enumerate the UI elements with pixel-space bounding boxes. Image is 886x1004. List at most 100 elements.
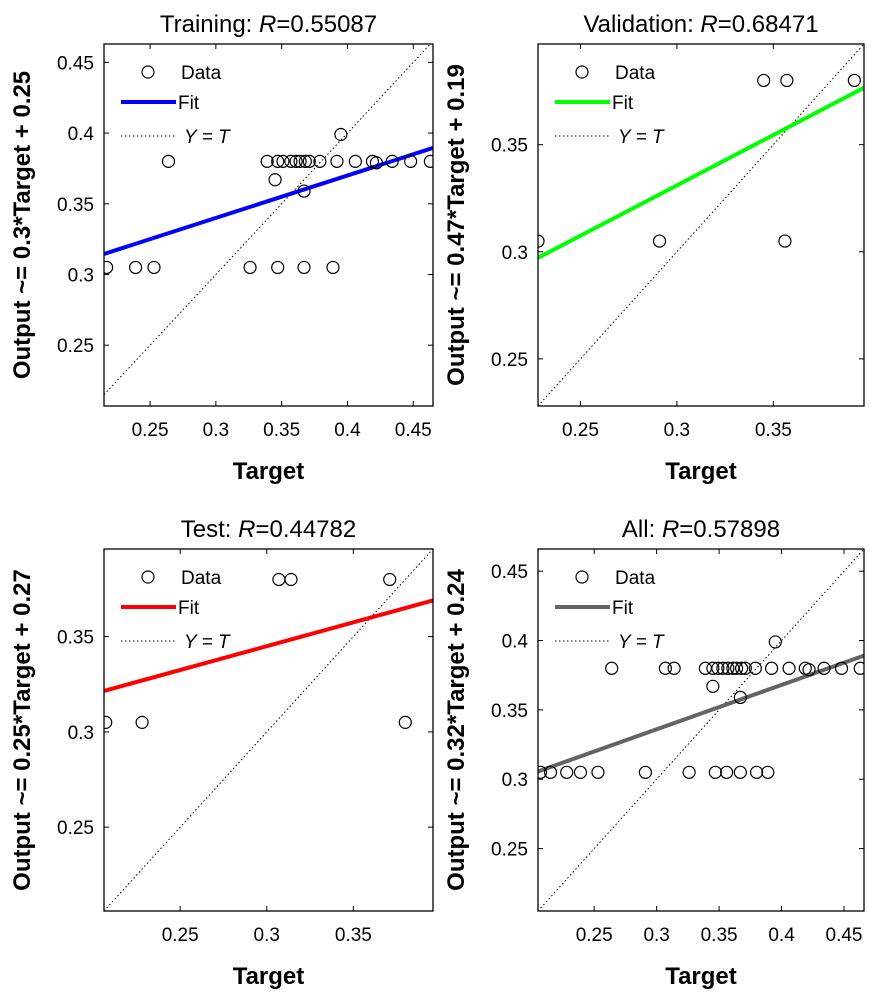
plot-area xyxy=(104,44,433,396)
data-point xyxy=(817,661,831,675)
y-tick-label: 0.45 xyxy=(491,562,528,583)
data-point xyxy=(573,765,588,779)
legend-fit-label: Fit xyxy=(612,598,634,619)
data-point xyxy=(298,154,312,168)
y-tick-label: 0.3 xyxy=(502,770,528,791)
legend-data-label: Data xyxy=(181,568,222,589)
legend-identity-label: Y = T xyxy=(184,632,231,653)
y-tick-label: 0.3 xyxy=(68,265,94,286)
x-tick-label: 0.35 xyxy=(755,420,792,441)
legend-data-marker xyxy=(141,570,155,584)
chart-panel-2: 0.25 0.3 0.35 0.25 0.3 0.35 Validation: R=0.68… xyxy=(443,11,865,485)
data-point xyxy=(733,690,747,705)
y-tick-label: 0.25 xyxy=(57,336,94,357)
legend-identity-label: Y = T xyxy=(618,127,665,148)
data-point xyxy=(272,572,286,587)
data-point xyxy=(782,661,796,675)
y-tick-label: 0.35 xyxy=(491,701,528,722)
data-point xyxy=(560,765,574,779)
x-tick-label: 0.3 xyxy=(664,420,690,441)
chart-panel-1: 0.25 0.3 0.35 0.4 0.45 0.25 0.3 0.35 0.4 0.45 Trai… xyxy=(9,11,434,485)
y-tick-label: 0.25 xyxy=(57,818,94,839)
identity-line xyxy=(538,44,864,406)
chart-title-prefix: Validation: xyxy=(583,11,700,38)
data-point xyxy=(738,661,752,675)
x-tick-label: 0.4 xyxy=(334,420,361,441)
data-point xyxy=(383,572,397,587)
data-point xyxy=(271,260,285,275)
legend-data-label: Data xyxy=(615,568,656,589)
data-point xyxy=(385,154,399,168)
data-point xyxy=(802,663,816,677)
data-point xyxy=(652,234,667,248)
data-point xyxy=(748,661,762,675)
y-tick-label: 0.25 xyxy=(491,840,528,861)
data-point xyxy=(276,154,290,168)
data-point xyxy=(706,679,720,693)
data-point xyxy=(161,154,176,168)
x-tick-label: 0.25 xyxy=(162,925,199,946)
data-point xyxy=(297,260,311,275)
x-tick-label: 0.4 xyxy=(768,925,795,946)
chart-title-value: =0.68471 xyxy=(718,11,819,38)
y-tick-label: 0.3 xyxy=(68,723,94,744)
data-point xyxy=(268,173,282,187)
chart-title: All: R=0.57898 xyxy=(622,516,780,543)
legend-data-marker xyxy=(141,65,155,79)
chart-title-r: R xyxy=(700,11,717,38)
data-point xyxy=(768,635,782,649)
fit-line xyxy=(104,146,433,256)
identity-line xyxy=(104,44,432,396)
data-point xyxy=(326,260,340,275)
data-point xyxy=(778,234,792,248)
x-tick-label: 0.3 xyxy=(643,925,669,946)
data-point xyxy=(733,765,747,779)
y-tick-label: 0.35 xyxy=(57,195,94,216)
data-point xyxy=(591,765,605,779)
x-axis-label: Target xyxy=(233,458,305,485)
data-point xyxy=(706,661,720,675)
data-point xyxy=(780,73,794,88)
chart-title-r: R xyxy=(259,11,276,38)
data-point xyxy=(698,661,712,675)
data-point xyxy=(682,765,696,779)
data-point xyxy=(538,765,548,779)
data-point xyxy=(757,73,771,88)
x-tick-label: 0.3 xyxy=(254,925,280,946)
data-point xyxy=(721,661,735,675)
data-point xyxy=(369,156,384,170)
y-axis-label: Output ~= 0.3*Target + 0.25 xyxy=(9,71,36,379)
x-axis-label: Target xyxy=(665,963,737,990)
y-tick-label: 0.35 xyxy=(491,136,528,157)
chart-title: Training: R=0.55087 xyxy=(160,11,377,38)
data-point xyxy=(302,154,316,168)
data-point xyxy=(708,765,722,779)
legend: Data Fit Y = T xyxy=(121,568,231,653)
data-point xyxy=(330,154,344,168)
data-point xyxy=(834,661,849,675)
legend-data-label: Data xyxy=(181,63,222,84)
chart-title-prefix: Training: xyxy=(160,11,259,38)
x-tick-label: 0.25 xyxy=(576,925,613,946)
data-point xyxy=(297,184,311,198)
data-point xyxy=(313,154,327,168)
x-tick-label: 0.35 xyxy=(263,420,300,441)
data-point xyxy=(638,765,653,779)
chart-title-value: =0.44782 xyxy=(255,516,356,543)
x-tick-label: 0.25 xyxy=(132,420,169,441)
chart-title-prefix: All: xyxy=(622,516,662,543)
legend-identity-label: Y = T xyxy=(618,632,665,653)
data-point xyxy=(271,154,285,168)
data-point xyxy=(734,661,749,675)
legend: Data Fit Y = T xyxy=(555,568,665,653)
data-point xyxy=(729,661,744,675)
data-point xyxy=(720,765,734,779)
x-tick-label: 0.45 xyxy=(395,420,432,441)
data-point xyxy=(284,154,298,168)
y-axis-label: Output ~= 0.25*Target + 0.27 xyxy=(9,569,36,891)
plot-area xyxy=(104,549,433,911)
y-tick-label: 0.4 xyxy=(68,124,95,145)
legend-identity-label: Y = T xyxy=(184,127,231,148)
legend-fit-label: Fit xyxy=(612,93,634,114)
plot-area xyxy=(538,44,864,406)
